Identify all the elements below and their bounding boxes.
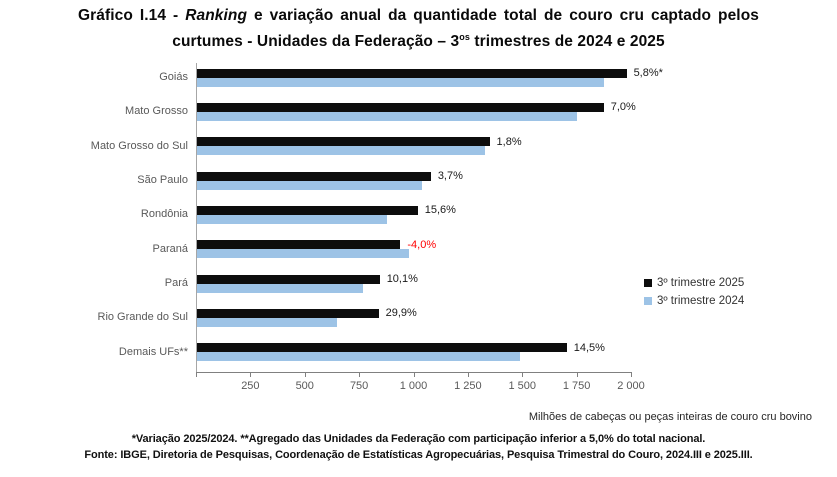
- bar-2024-3: [197, 180, 423, 190]
- footnote-variation: *Variação 2025/2024. **Agregado das Unid…: [131, 433, 706, 445]
- category-label-4: Rondônia: [140, 208, 188, 221]
- bar-2024-5: [197, 249, 410, 259]
- category-label-6: Pará: [164, 277, 188, 289]
- ordinal-superscript: os: [459, 32, 470, 42]
- x-axis-tick-1500: [522, 373, 524, 377]
- bar-2024-4: [197, 214, 388, 224]
- bar-2024-7: [197, 317, 338, 327]
- variation-label-2: 1,8%: [496, 135, 522, 148]
- bar-2024-2: [197, 146, 486, 156]
- x-axis-tick-label-1250: 1 250: [454, 380, 482, 392]
- title-italic-word: Ranking: [185, 7, 248, 24]
- title-text-rest: e variação anual da quantidade total de …: [247, 7, 759, 24]
- x-axis-tick-500: [304, 373, 306, 377]
- bar-2025-3: [197, 171, 431, 181]
- title-text: Gráfico I.14 -: [78, 7, 186, 24]
- bar-2025-1: [197, 102, 604, 112]
- variation-label-4: 15,6%: [424, 204, 456, 217]
- variation-label-8: 14,5%: [573, 341, 605, 354]
- title-line2-rest: trimestres de 2024 e 2025: [469, 33, 665, 51]
- x-axis-tick-2000: [631, 373, 632, 377]
- category-label-3: São Paulo: [137, 174, 188, 186]
- bar-2025-0: [197, 68, 627, 78]
- x-axis-tick-label-1000: 1 000: [399, 380, 428, 392]
- x-axis-tick-1750: [576, 373, 578, 377]
- category-label-2: Mato Grosso do Sul: [90, 139, 188, 152]
- category-label-8: Demais UFs**: [118, 345, 188, 358]
- footnote-source: Fonte: IBGE, Diretoria de Pesquisas, Coo…: [84, 449, 753, 461]
- category-label-1: Mato Grosso: [125, 105, 188, 118]
- variation-label-6: 10,1%: [386, 273, 418, 285]
- category-label-7: Rio Grande do Sul: [97, 311, 189, 324]
- bar-2024-6: [197, 283, 364, 293]
- bar-2025-5: [197, 240, 401, 250]
- y-axis-line: [196, 63, 197, 373]
- x-axis-caption: Milhões de cabeças ou peças inteiras de …: [528, 411, 812, 423]
- variation-label-3: 3,7%: [437, 170, 463, 182]
- variation-label-0: 5,8%*: [633, 67, 663, 79]
- legend-swatch-2025: [644, 279, 652, 287]
- x-axis-tick-label-500: 500: [295, 380, 314, 392]
- chart-title-line1: Gráfico I.14 - Ranking e variação anual …: [0, 7, 837, 25]
- x-axis-tick-1000: [413, 373, 415, 377]
- x-axis-tick-250: [250, 373, 252, 377]
- x-axis-tick-750: [359, 373, 361, 377]
- x-axis-tick-label-2000: 2 000: [617, 380, 645, 392]
- variation-label-7: 29,9%: [385, 307, 417, 320]
- variation-label-1: 7,0%: [610, 101, 636, 114]
- x-axis-tick-label-250: 250: [241, 380, 260, 392]
- bar-2024-8: [197, 352, 520, 362]
- legend-label-2024: 3º trimestre 2024: [657, 295, 745, 307]
- legend-swatch-2024: [644, 297, 652, 305]
- bar-2025-6: [197, 274, 380, 284]
- legend: 3º trimestre 2025 3º trimestre 2024: [644, 274, 744, 310]
- bar-2024-1: [197, 111, 577, 121]
- chart-title-line2: curtumes - Unidades da Federação – 3os t…: [0, 32, 837, 51]
- bar-2025-4: [197, 205, 418, 215]
- x-axis-tick-0: [196, 373, 197, 377]
- bar-2025-7: [197, 308, 379, 318]
- bar-2024-0: [197, 77, 604, 87]
- x-axis-tick-label-1750: 1 750: [562, 380, 591, 392]
- x-axis-tick-label-1500: 1 500: [508, 380, 537, 392]
- category-label-0: Goiás: [159, 71, 188, 83]
- x-axis-tick-label-750: 750: [349, 380, 369, 392]
- bar-2025-8: [197, 343, 567, 353]
- variation-label-5: -4,0%: [407, 238, 437, 251]
- title-line2-text: curtumes - Unidades da Federação – 3: [172, 33, 460, 51]
- legend-label-2025: 3º trimestre 2025: [657, 277, 745, 289]
- bar-2025-2: [197, 137, 490, 147]
- category-label-5: Paraná: [152, 242, 188, 255]
- x-axis-tick-1250: [467, 373, 469, 377]
- x-axis-line: [196, 372, 632, 373]
- legend-item-2024: 3º trimestre 2024: [644, 292, 744, 310]
- legend-item-2025: 3º trimestre 2025: [644, 274, 744, 292]
